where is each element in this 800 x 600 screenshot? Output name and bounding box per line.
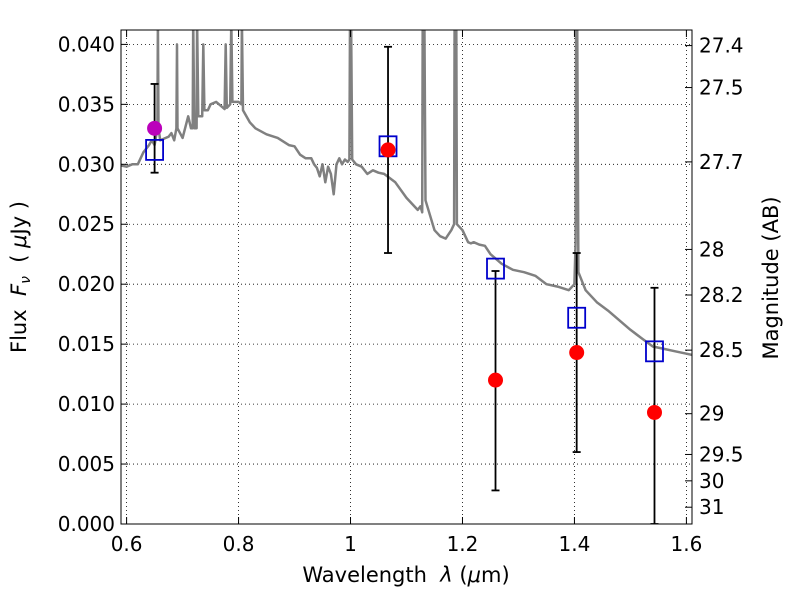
observed-point xyxy=(569,345,585,361)
model-square xyxy=(645,340,664,363)
y2-tick-label: 31 xyxy=(699,495,724,519)
x-tick-label: 0.8 xyxy=(223,532,255,556)
y2-tick-label: 27.5 xyxy=(699,76,744,100)
y-tick-label: 0.030 xyxy=(58,152,115,176)
y2-tick-label: 29.5 xyxy=(699,442,744,466)
y-tick-label: 0.040 xyxy=(58,32,115,56)
y-tick-label: 0.025 xyxy=(58,212,115,236)
model-square xyxy=(567,306,587,329)
model-square xyxy=(145,139,164,161)
y-tick-label: 0.015 xyxy=(58,332,115,356)
y2-tick-label: 28 xyxy=(699,237,724,261)
plot-frame xyxy=(120,29,693,525)
y2-tick-label: 30 xyxy=(699,469,724,493)
x-tick-label: 1.2 xyxy=(447,532,479,556)
spectrum-line xyxy=(121,30,692,357)
x-tick-label: 1.4 xyxy=(559,532,591,556)
y2-tick-label: 28.5 xyxy=(699,338,744,362)
y-tick-label: 0.020 xyxy=(58,272,115,296)
observed-point xyxy=(147,120,163,136)
observed-point xyxy=(488,372,504,388)
x-tick-label: 0.6 xyxy=(111,532,143,556)
x-tick-label: 1.6 xyxy=(670,532,702,556)
y-tick-label: 0.010 xyxy=(58,392,115,416)
y2-tick-label: 27.4 xyxy=(699,34,744,58)
y2-axis-label: Magnitude (AB) xyxy=(759,196,783,359)
model-square xyxy=(486,257,505,280)
grid xyxy=(121,30,692,525)
y-tick-label: 0.035 xyxy=(58,92,115,116)
y2-tick-label: 27.7 xyxy=(699,150,744,174)
y2-tick-label: 28.2 xyxy=(699,283,744,307)
observed-point xyxy=(380,142,396,158)
y2-tick-label: 29 xyxy=(699,402,724,426)
axes: 0.6 0.8 1 1.2 1.4 1.6 0.000 0.005 0.010 0.015 0.02… xyxy=(58,30,744,556)
y-tick-label: 0.005 xyxy=(58,452,115,476)
x-axis-label: Wavelength λ (μm) xyxy=(302,563,509,587)
y-tick-label: 0.000 xyxy=(58,512,115,536)
plot-area xyxy=(121,30,692,524)
observed-point xyxy=(646,404,662,420)
y-axis-label: Flux Fν ( μJy ) xyxy=(7,201,34,353)
x-tick-label: 1 xyxy=(344,532,357,556)
